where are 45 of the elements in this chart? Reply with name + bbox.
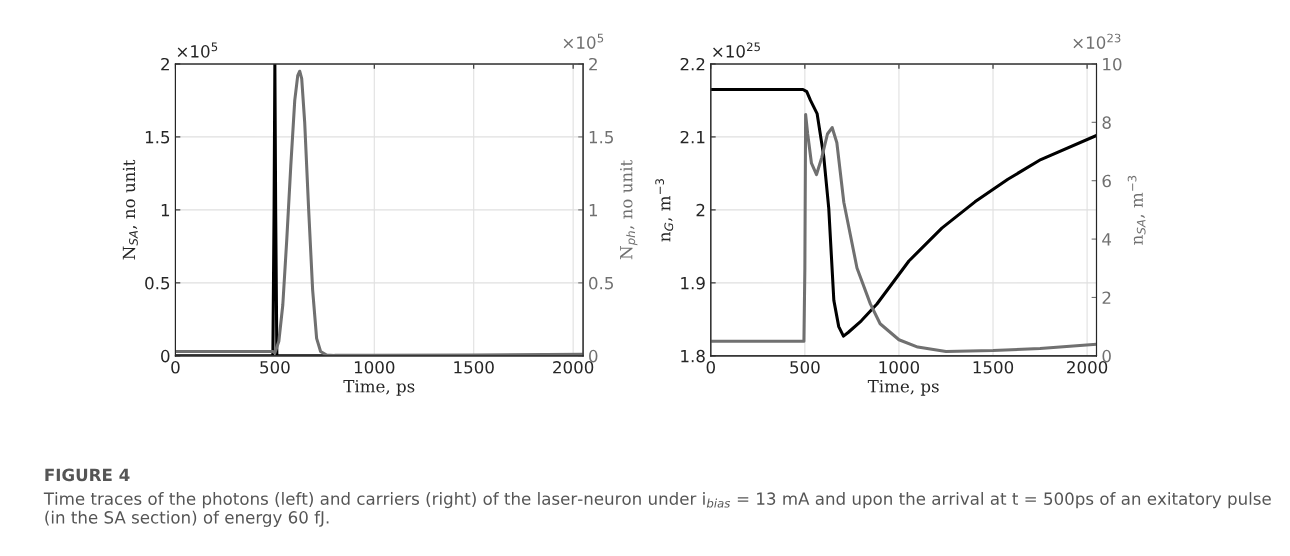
x-tick-label: 500 (260, 361, 290, 374)
y2-tick-label: 0 (589, 349, 598, 363)
y2-tick-label: 2 (1102, 291, 1111, 304)
line-series (710, 112, 1097, 353)
y2-tick-label: 0 (1102, 349, 1111, 363)
y2-tick-label: 2 (589, 57, 597, 71)
x-axis-title: Time, ps (867, 380, 939, 396)
x-axis-title: Time, ps (343, 380, 415, 396)
y2-tick-label: 10 (1103, 57, 1122, 71)
text: ×10$^{23}$ (1073, 33, 1121, 49)
y-axis-title: n$_{G}$, m$^{−3}$ (655, 179, 674, 242)
y2-axis-title: N$_{ph}$, no unit (620, 159, 638, 260)
line-series (710, 87, 1097, 338)
y2-tick-label: 6 (1102, 174, 1111, 188)
y2-tick-label: 8 (1102, 116, 1111, 129)
y2-tick-label: 1 (589, 204, 598, 217)
y2-tick-label: 0.5 (589, 276, 613, 290)
y-tick-label: 1.5 (145, 131, 170, 144)
y-axis-title: N$_{SA}$, no unit (122, 159, 138, 260)
x-tick-label: 0 (706, 361, 715, 374)
x-tick-label: 0 (171, 361, 180, 374)
y-tick-label: 2.2 (680, 57, 705, 71)
y2-tick-label: 4 (1102, 233, 1112, 246)
caption: FIGURE 4 (45, 468, 130, 482)
text: ×10$^{25}$ (713, 42, 760, 58)
text: Time traces of the photons (left) and carriers (right) of the laser-neuron under i$_{bias}$ = 13 mA and upon the arrival at t = 500ps of an exitatory pulse (in the SA section) of energy 60 fJ. (43, 492, 1271, 527)
y-tick-label: 1.9 (681, 276, 705, 290)
text: ×10$^{5}$ (177, 42, 218, 58)
x-tick-label: 1500 (973, 361, 1014, 374)
text: ×10$^{5}$ (563, 33, 604, 49)
x-tick-label: 1000 (879, 361, 920, 374)
x-tick-label: 1500 (454, 361, 494, 374)
x-tick-label: 2000 (553, 361, 594, 374)
y-tick-label: 2 (696, 203, 705, 217)
y-tick-label: 2.1 (680, 130, 705, 144)
x-tick-label: 500 (790, 361, 820, 374)
y2-axis-title: n$_{SA}$, m$^{−3}$ (1127, 175, 1146, 245)
y-tick-label: 1.8 (681, 349, 705, 363)
x-tick-label: 2000 (1067, 361, 1108, 374)
y-tick-label: 0.5 (145, 276, 170, 290)
x-tick-label: 1000 (354, 361, 395, 374)
y-tick-label: 2 (161, 57, 169, 71)
y-tick-label: 1 (161, 204, 170, 217)
y2-tick-label: 1.5 (589, 131, 613, 144)
y-tick-label: 0 (161, 349, 170, 363)
